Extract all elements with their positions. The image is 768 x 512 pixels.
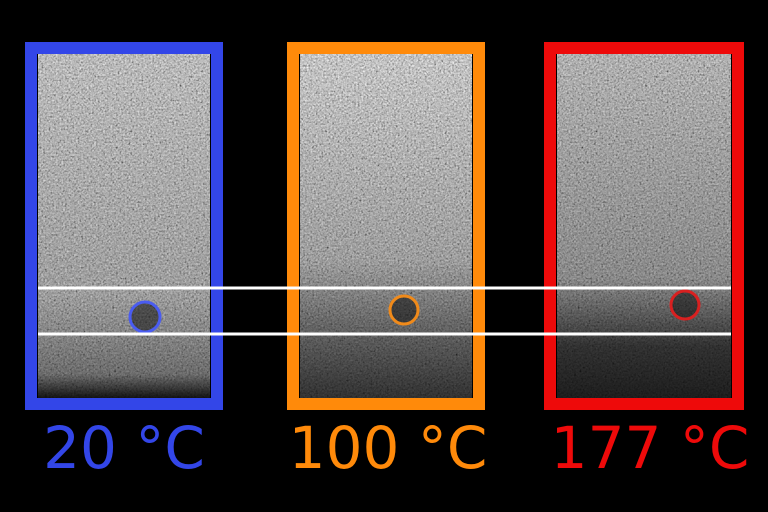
temperature-label: 100 °C <box>289 414 488 482</box>
shading <box>300 54 472 398</box>
frame <box>287 42 485 410</box>
panel <box>544 42 744 410</box>
bubble-marker <box>388 294 420 326</box>
frame <box>544 42 744 410</box>
shading <box>38 54 210 398</box>
panel <box>287 42 485 410</box>
bubble-marker <box>128 300 162 334</box>
temperature-label: 20 °C <box>43 414 205 482</box>
frame <box>25 42 223 410</box>
shading <box>557 54 731 398</box>
bubble-marker <box>669 289 701 321</box>
temperature-label: 177 °C <box>551 414 750 482</box>
panel <box>25 42 223 410</box>
